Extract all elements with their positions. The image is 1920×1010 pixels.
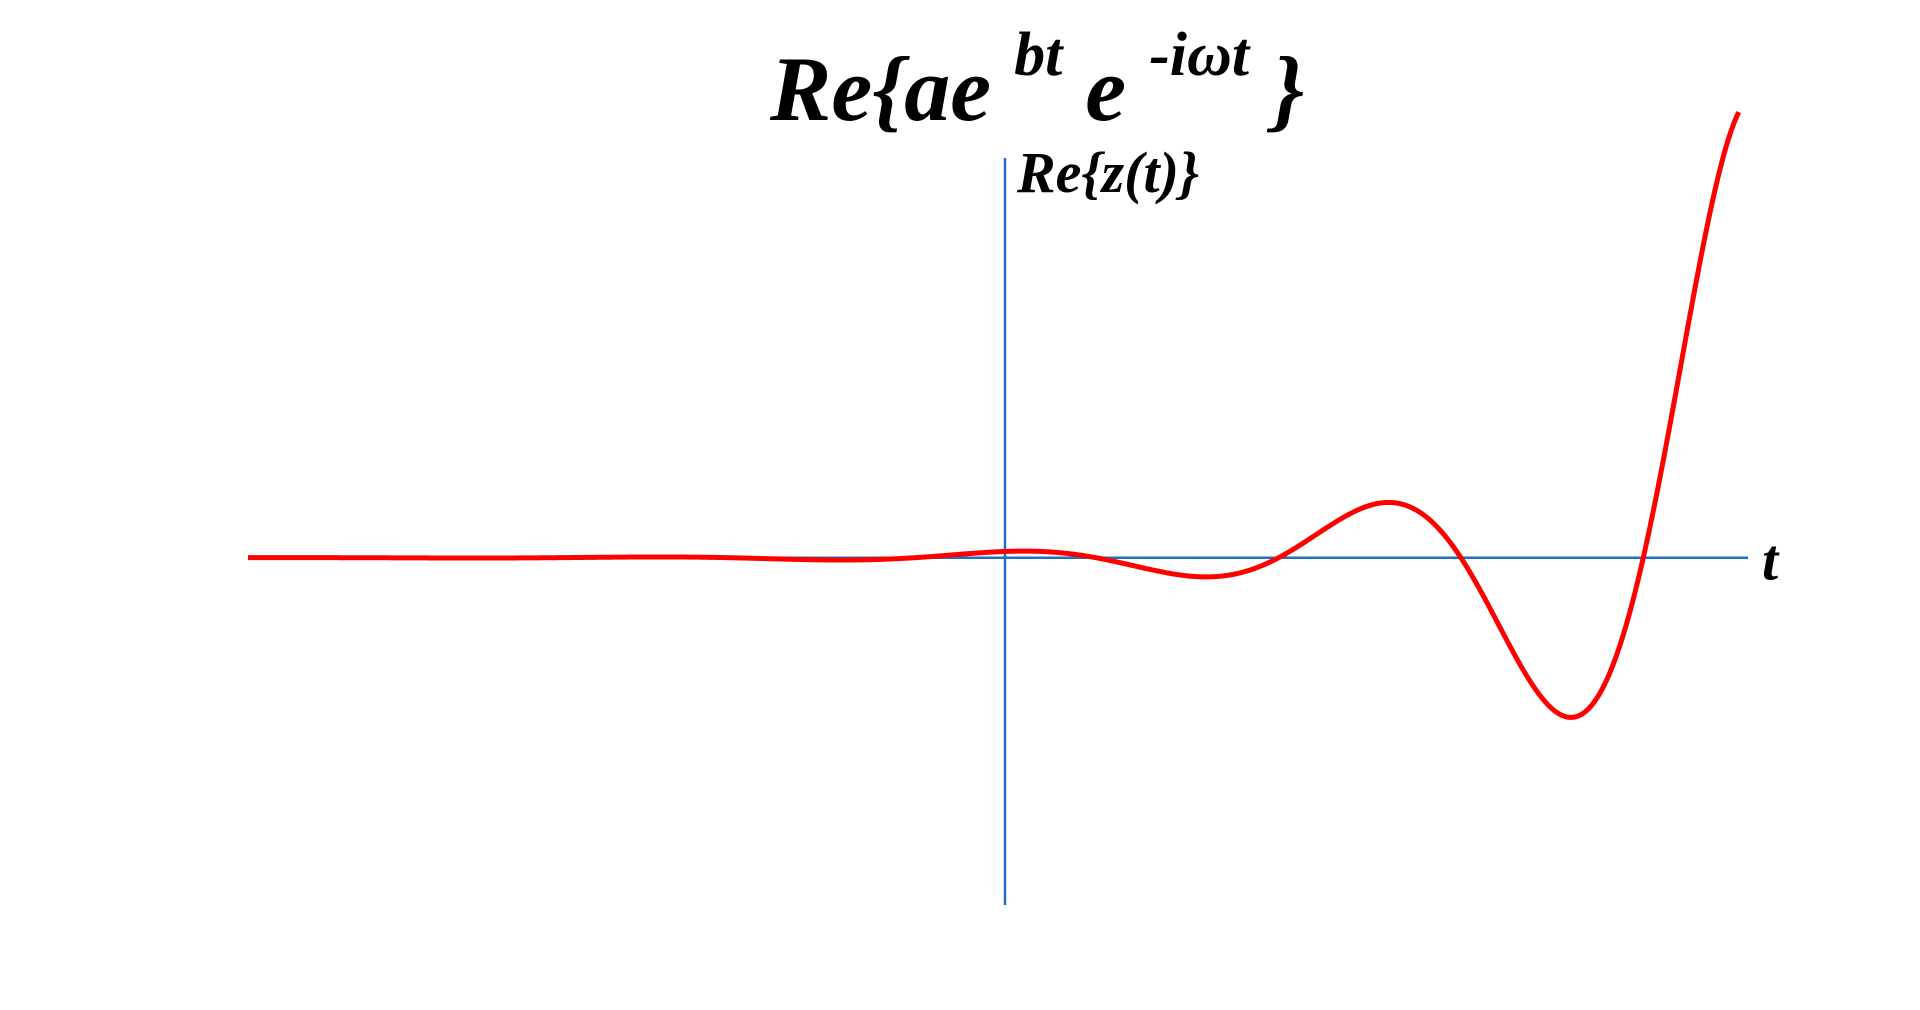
svg-text:Re{ae bt e: Re{ae bt e -iωt }: [769, 0, 1304, 140]
series-line: [246, 111, 1741, 720]
title-prefix: Re{ae: [769, 38, 991, 140]
title-superscript-2: -iωt: [1149, 21, 1251, 89]
chart-title: Re{ae bt e -iωt }: [769, 0, 1304, 140]
title-superscript-1: bt: [1014, 21, 1064, 89]
title-middle: e: [1085, 38, 1126, 140]
title-suffix: }: [1266, 38, 1304, 140]
y-axis-label: Re{z(t)}: [1016, 140, 1199, 205]
x-axis-label: t: [1762, 528, 1780, 593]
